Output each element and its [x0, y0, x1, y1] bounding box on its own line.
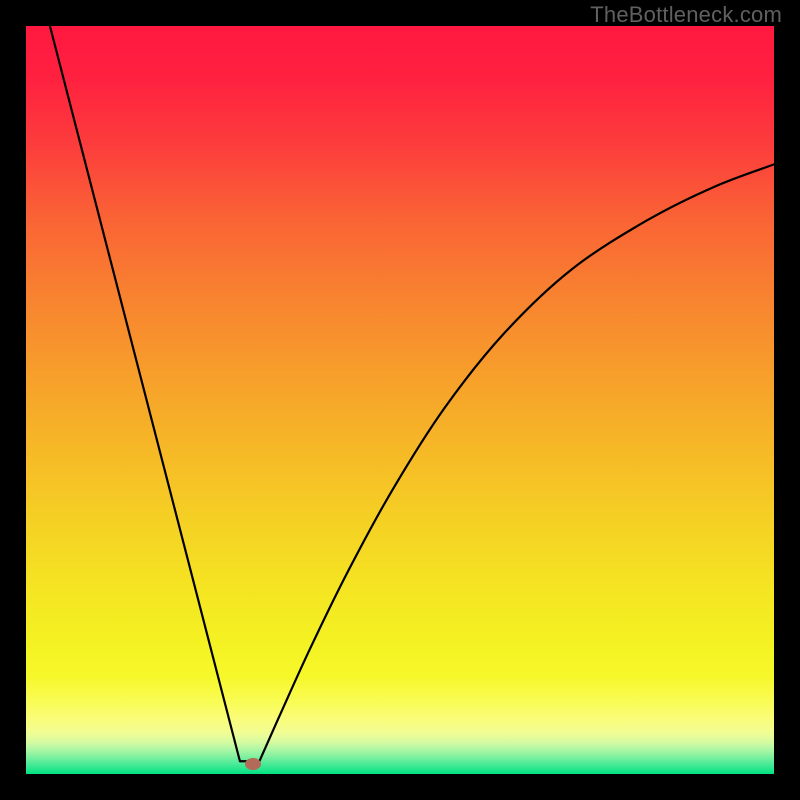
- plot-area: [26, 26, 774, 774]
- chart-frame: TheBottleneck.com: [0, 0, 800, 800]
- chart-svg: [26, 26, 774, 774]
- watermark-text: TheBottleneck.com: [590, 2, 782, 28]
- chart-background: [26, 26, 774, 774]
